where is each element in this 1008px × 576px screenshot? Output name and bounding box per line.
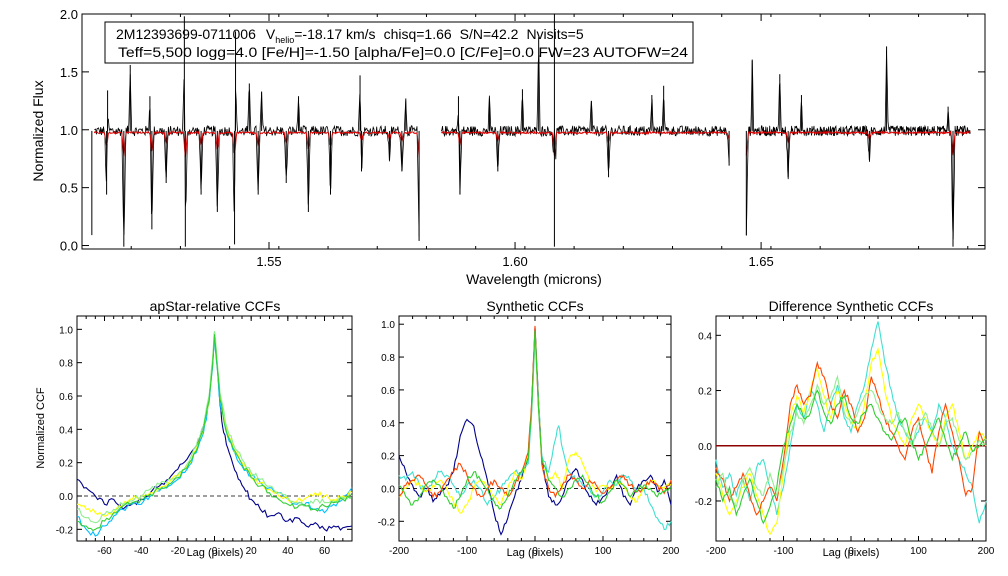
apstar-ccf-ytick-label: 0.6 [59, 392, 73, 403]
spectrum-xtick-label: 1.60 [502, 254, 527, 269]
spectrum-xtick-label: 1.65 [748, 254, 773, 269]
difference-ccf-visit-5-line [715, 389, 987, 525]
synthetic-ccf-x-axis-label: Lag (pixels) [507, 547, 564, 559]
difference-ccf-series [715, 321, 987, 536]
synthetic-ccf-series [398, 325, 672, 536]
spectrum-ytick-label: 0.0 [60, 239, 78, 254]
apstar-ccf-ytick-label: 0.0 [59, 492, 73, 503]
difference-ccf-visit-1-line [715, 321, 987, 524]
synthetic-ccf-xtick-label: 200 [663, 546, 680, 557]
spectrum-x-axis-label: Wavelength (microns) [466, 271, 602, 287]
apstar-ccf-series [76, 330, 353, 537]
difference-ccf-visit-3-line [715, 360, 987, 516]
apstar-ccf-xtick-label: -60 [97, 546, 112, 557]
apstar-ccf-y-axis-label: Normalized CCF [35, 387, 47, 469]
difference-ccf-ytick-label: 0.2 [698, 387, 712, 398]
difference-ccf-ytick-label: 0.0 [698, 442, 712, 453]
spectrum-annotation-line1: 2M12393699-0711006 Vhelio=-18.17 km/s chis… [116, 26, 584, 45]
difference-ccf-plot-frame [715, 315, 987, 542]
apstar-ccf-x-axis-label: Lag (pixels) [187, 547, 244, 559]
spectrum-observed-line [94, 74, 420, 237]
difference-ccf-xtick-label: 200 [978, 546, 995, 557]
spectrum-ytick-label: 0.5 [60, 181, 78, 196]
synthetic-ccf-xtick-label: 100 [595, 546, 612, 557]
apstar-ccf-xtick-label: 60 [319, 546, 331, 557]
difference-ccf-ytick-label: 0.4 [698, 331, 712, 342]
annotation-chisq: chisq=1.66 [384, 26, 452, 42]
difference-ccf-x-axis-label: Lag (pixels) [823, 547, 880, 559]
spectrum-observed-line [440, 55, 730, 195]
synthetic-ccf-xtick-label: -200 [389, 546, 409, 557]
difference-ccf-xtick-label: -100 [773, 546, 793, 557]
apstar-ccf-xtick-label: 40 [282, 546, 294, 557]
difference-ccf-panel: Difference Synthetic CCFs Lag (pixels) [715, 298, 987, 559]
spectrum-annotation-box [104, 21, 694, 64]
synthetic-ccf-visit-2-line [398, 337, 672, 531]
synthetic-ccf-visit-5-line [398, 330, 672, 510]
synthetic-ccf-visit-1-line [398, 327, 672, 536]
synthetic-ccf-ytick-label: 0.8 [381, 353, 395, 364]
apstar-ccf-title: apStar-relative CCFs [150, 298, 281, 314]
difference-ccf-title: Difference Synthetic CCFs [769, 298, 934, 314]
annotation-vhelio-value: =-18.17 km/s [294, 26, 375, 42]
synthetic-ccf-title: Synthetic CCFs [486, 298, 583, 314]
synthetic-ccf-xtick-label: 0 [532, 546, 538, 557]
apstar-ccf-xtick-label: -20 [171, 546, 186, 557]
difference-ccf-xtick-label: 100 [910, 546, 927, 557]
apstar-ccf-visit-3-line [77, 335, 353, 517]
synthetic-ccf-xtick-label: -100 [457, 546, 477, 557]
spectrum-axes: 1.55 1.60 1.65 0.0 0.5 1.0 1.5 2.0 [60, 7, 985, 269]
spectrum-series [91, 14, 971, 247]
difference-ccf-xtick-label: -200 [706, 546, 726, 557]
annotation-nvisits: Nvisits=5 [526, 26, 583, 42]
spectrum-panel: 2M12393699-0711006 Vhelio=-18.17 km/s chis… [30, 13, 986, 287]
spectrum-model-line [440, 130, 730, 157]
spectrum-xtick-label: 1.55 [256, 254, 281, 269]
difference-ccf-xtick-label: 0 [848, 546, 854, 557]
apstar-ccf-xtick-label: 0 [212, 546, 218, 557]
apstar-ccf-axes: -60 -40 -20 0 20 40 60 -0.2 0.0 0.2 0.4 0.6 0.8 1.0 [56, 316, 353, 557]
synthetic-ccf-ytick-label: 0.2 [381, 452, 395, 463]
spectrum-model-line [745, 130, 971, 156]
synthetic-ccf-axes: -200 -100 0 100 200 -0.2 0.0 0.2 0.4 0.6 0.8 1.0 [378, 316, 680, 557]
annotation-vhelio-label: V [266, 26, 276, 42]
spectrum-observed-line [745, 50, 971, 240]
spectrum-ytick-label: 2.0 [60, 7, 78, 22]
difference-ccf-axes: -200 -100 0 100 200 -0.2 0.0 0.2 0.4 [695, 316, 995, 557]
apstar-ccf-ytick-label: 0.2 [59, 459, 73, 470]
spectrum-ytick-label: 1.0 [60, 123, 78, 138]
synthetic-ccf-ytick-label: 1.0 [381, 320, 395, 331]
spectrum-model-line [93, 130, 420, 158]
apstar-ccf-ytick-label: 1.0 [59, 325, 73, 336]
apstar-ccf-panel: apStar-relative CCFs Lag (pixels) Normal… [35, 298, 353, 559]
annotation-snr: S/N=42.2 [460, 26, 519, 42]
spectrum-ytick-label: 1.5 [60, 65, 78, 80]
apstar-ccf-xtick-label: 20 [246, 546, 258, 557]
apstar-ccf-visit-4-line [76, 330, 353, 524]
annotation-star-id: 2M12393699-0711006 [116, 26, 256, 42]
apstar-ccf-xtick-label: -40 [134, 546, 149, 557]
apstar-ccf-ytick-label: 0.4 [59, 425, 73, 436]
difference-ccf-visit-4-line [715, 374, 987, 508]
difference-ccf-ytick-label: -0.2 [695, 497, 713, 508]
synthetic-ccf-ytick-label: -0.2 [378, 517, 396, 528]
synthetic-ccf-ytick-label: 0.0 [381, 484, 395, 495]
spectrum-plot-frame [81, 13, 986, 250]
apstar-ccf-ytick-label: -0.2 [56, 525, 74, 536]
spectrum-annotation-line2: Teff=5,500 logg=4.0 [Fe/H]=-1.50 [alpha/… [118, 44, 688, 60]
apstar-ccf-visit-5-line [76, 334, 353, 532]
synthetic-ccf-ytick-label: 0.6 [381, 386, 395, 397]
synthetic-ccf-visit-4-line [398, 325, 672, 499]
spectrum-y-axis-label: Normalized Flux [30, 80, 46, 181]
apstar-ccf-ytick-label: 0.8 [59, 359, 73, 370]
annotation-vhelio-sub: helio [275, 35, 294, 45]
synthetic-ccf-ytick-label: 0.4 [381, 419, 395, 430]
